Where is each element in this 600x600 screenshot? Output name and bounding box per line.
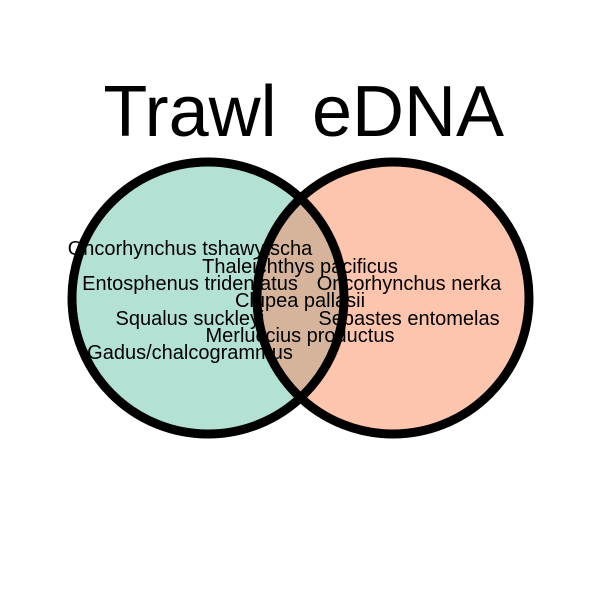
trawl-set-label: Trawl <box>103 72 276 152</box>
trawl-set-outline <box>67 157 349 439</box>
trawl-only-species-label: Squalus suckleyi <box>116 308 265 330</box>
trawl-only-species-label: Gadus/chalcogrammus <box>87 342 293 364</box>
intersection-species-label: Thaleichthys pacificus <box>202 256 398 278</box>
edna-only-species-label: Oncorhynchus nerka <box>317 273 502 295</box>
edna-only-species-label: Sebastes entomelas <box>318 308 499 330</box>
trawl-only-species-label: Oncorhynchus tshawytscha <box>68 238 313 260</box>
intersection-species-label: Clupea pallasii <box>235 290 365 312</box>
edna-set-label: eDNA <box>312 72 504 152</box>
edna-set-outline <box>252 157 534 439</box>
intersection-species-label: Merluccius productus <box>206 325 395 347</box>
trawl-only-species-label: Entosphenus tridentatus <box>82 273 298 295</box>
